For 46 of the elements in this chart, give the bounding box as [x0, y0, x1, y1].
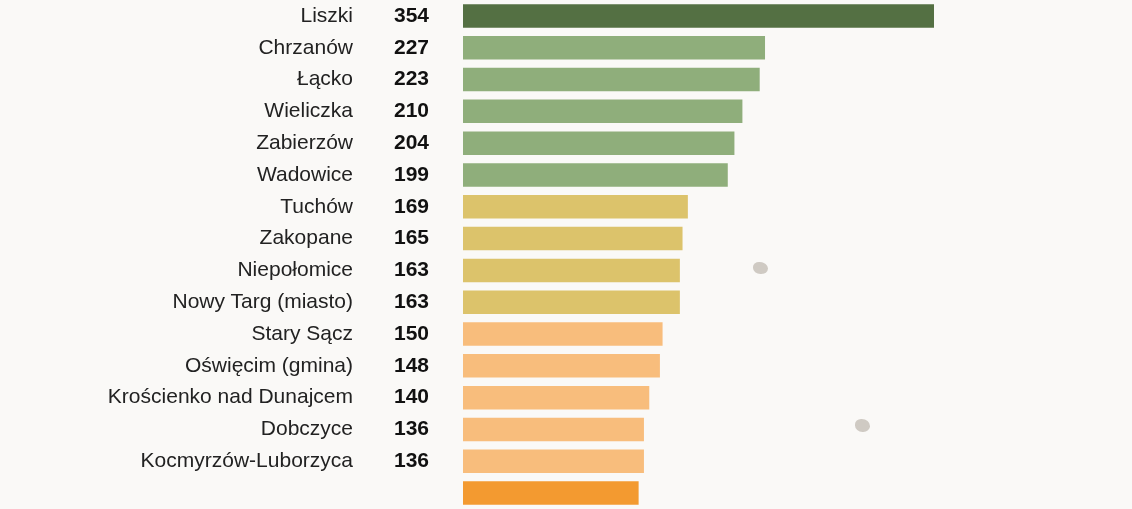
data-label: 163 — [393, 289, 429, 313]
bar — [463, 35, 766, 60]
data-label: 169 — [393, 193, 429, 217]
y-tick-label: Liszki — [300, 2, 353, 26]
bar — [463, 67, 760, 92]
data-label: 199 — [393, 161, 429, 185]
data-label: 136 — [393, 416, 429, 440]
data-label: 223 — [393, 66, 429, 90]
y-tick-label: Chrzanów — [258, 34, 354, 58]
bar — [463, 417, 644, 442]
bar — [463, 322, 663, 346]
data-label: 354 — [393, 2, 430, 26]
y-tick-label: Wadowice — [256, 161, 353, 185]
data-label: 227 — [393, 34, 429, 58]
data-label: 163 — [393, 257, 429, 281]
y-tick-label: Nowy Targ (miasto) — [172, 289, 353, 313]
y-tick-label: Tuchów — [280, 193, 354, 217]
y-tick-label: Łącko — [296, 66, 353, 90]
data-label: 150 — [393, 320, 429, 344]
data-label: 204 — [393, 129, 430, 153]
y-tick-label: Dobczyce — [260, 416, 353, 440]
data-label: 210 — [393, 98, 429, 122]
y-tick-label: Kocmyrzów-Luborzyca — [140, 448, 354, 472]
y-tick-label: Oświęcim (gmina) — [184, 352, 353, 376]
bar — [463, 385, 650, 410]
y-tick-label: Stary Sącz — [251, 320, 353, 344]
y-tick-label: Krościenko nad Dunajcem — [107, 384, 353, 408]
bar — [463, 449, 644, 474]
data-label: 148 — [393, 352, 430, 376]
bar — [463, 99, 743, 124]
y-tick-label: Zakopane — [259, 225, 353, 249]
y-tick-label: Niepołomice — [237, 257, 353, 281]
bar — [463, 131, 735, 155]
data-label: 136 — [393, 448, 429, 472]
bar — [463, 195, 688, 219]
bar — [463, 4, 934, 28]
bar — [463, 258, 680, 283]
y-tick-label: Zabierzów — [256, 129, 354, 153]
bar — [463, 354, 660, 378]
bar — [463, 226, 683, 251]
y-tick-label: Wieliczka — [264, 98, 354, 122]
bar — [463, 163, 728, 187]
bar — [463, 290, 680, 314]
bar — [463, 481, 639, 505]
data-label: 140 — [393, 384, 429, 408]
data-label: 165 — [393, 225, 430, 249]
